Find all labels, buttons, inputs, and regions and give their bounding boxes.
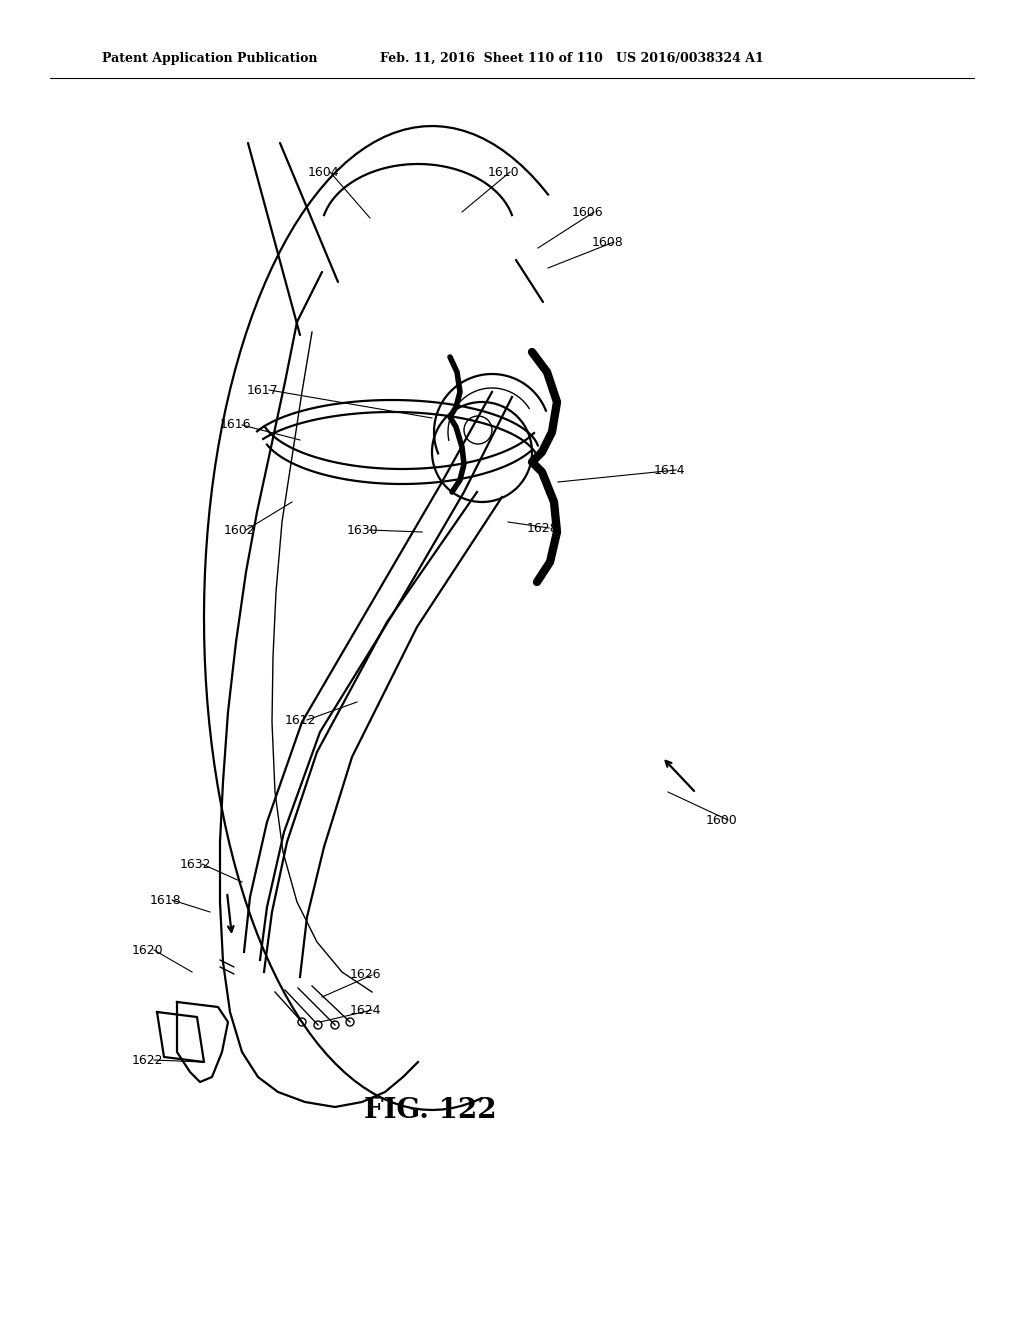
Text: 1610: 1610 xyxy=(488,165,519,178)
Text: 1626: 1626 xyxy=(350,969,382,982)
Text: 1612: 1612 xyxy=(285,714,316,726)
Text: 1602: 1602 xyxy=(224,524,256,536)
Text: 1620: 1620 xyxy=(132,944,164,957)
Text: 1617: 1617 xyxy=(247,384,279,396)
Text: 1614: 1614 xyxy=(654,463,685,477)
Text: 1628: 1628 xyxy=(527,521,559,535)
Text: Feb. 11, 2016  Sheet 110 of 110   US 2016/0038324 A1: Feb. 11, 2016 Sheet 110 of 110 US 2016/0… xyxy=(380,51,764,65)
Text: 1630: 1630 xyxy=(347,524,379,536)
Text: Patent Application Publication: Patent Application Publication xyxy=(102,51,317,65)
Text: 1618: 1618 xyxy=(150,894,181,907)
Text: 1616: 1616 xyxy=(220,418,252,432)
Text: 1632: 1632 xyxy=(180,858,212,870)
Text: 1606: 1606 xyxy=(572,206,603,219)
Text: 1608: 1608 xyxy=(592,235,624,248)
Text: 1622: 1622 xyxy=(132,1053,164,1067)
Text: FIG. 122: FIG. 122 xyxy=(364,1097,497,1125)
Text: 1624: 1624 xyxy=(350,1003,382,1016)
Text: 1600: 1600 xyxy=(706,813,737,826)
Text: 1604: 1604 xyxy=(308,165,340,178)
